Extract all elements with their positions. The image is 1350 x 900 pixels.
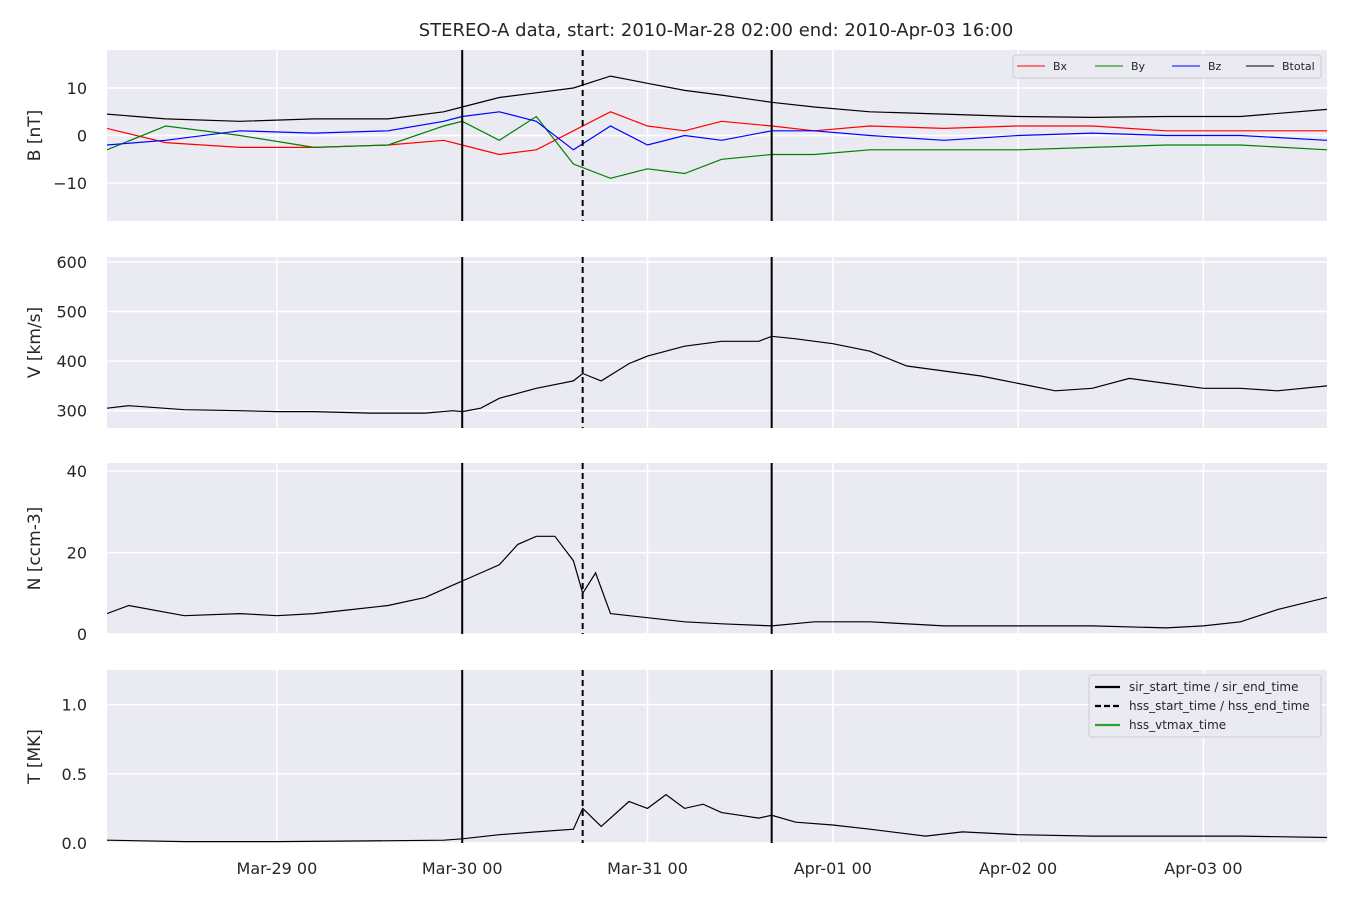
x-tick-label: Apr-02 00 [979,859,1057,878]
series-line-bz [107,111,1327,151]
y-tick-label: 0.5 [62,765,87,784]
figure-title: STEREO-A data, start: 2010-Mar-28 02:00 … [419,20,1014,41]
series-line-data [107,335,1327,414]
legend-label-event-0: sir_start_time / sir_end_time [1129,680,1299,694]
panel-1: 300 400 500 600 V [km/s] [25,253,1327,428]
x-tick-label: Mar-30 00 [422,859,503,878]
legend-label-bx: Bx [1053,60,1068,73]
legend-events: sir_start_time / sir_end_time hss_start_t… [1088,674,1322,738]
x-tick-labels: Mar-29 00 Mar-30 00 Mar-31 00 Apr-01 00 Apr-… [237,859,1243,878]
series-line-data [107,793,1327,843]
legend-label-bz: Bz [1208,60,1222,73]
y-axis-label: V [km/s] [25,307,45,378]
legend-label-event-2: hss_vtmax_time [1129,718,1226,732]
y-axis-label: T [MK] [25,729,45,785]
legend-box [1012,54,1322,79]
panel-background [107,463,1327,634]
x-tick-label: Apr-01 00 [794,859,872,878]
y-tick-label: 400 [56,352,87,371]
x-tick-label: Mar-31 00 [607,859,688,878]
series-line-by [107,115,1327,179]
y-tick-label: 0.0 [62,834,87,853]
y-tick-label: 10 [67,79,87,98]
legends-group: Bx By Bz Btotal sir_start_time / sir_end_tim… [1012,54,1322,738]
y-axis-label: N [ccm-3] [25,507,45,591]
y-tick-label: 500 [56,303,87,322]
y-tick-label: 1.0 [62,696,87,715]
y-tick-label: −10 [53,174,87,193]
y-tick-label: 600 [56,253,87,272]
legend-label-btotal: Btotal [1282,60,1315,73]
series-line-btotal [107,75,1327,122]
x-tick-label: Apr-03 00 [1164,859,1242,878]
y-tick-label: 40 [67,462,87,481]
legend-box [1088,674,1322,738]
legend-label-by: By [1131,60,1146,73]
y-tick-label: 0 [77,625,87,644]
y-tick-label: 300 [56,402,87,421]
y-tick-label: 20 [67,544,87,563]
legend-label-event-1: hss_start_time / hss_end_time [1129,699,1310,713]
legend-b-field: Bx By Bz Btotal [1012,54,1322,79]
x-tick-label: Mar-29 00 [237,859,318,878]
y-tick-label: 0 [77,127,87,146]
y-axis-label: B [nT] [25,110,45,162]
panel-2: 0 20 40 N [ccm-3] [25,462,1327,644]
